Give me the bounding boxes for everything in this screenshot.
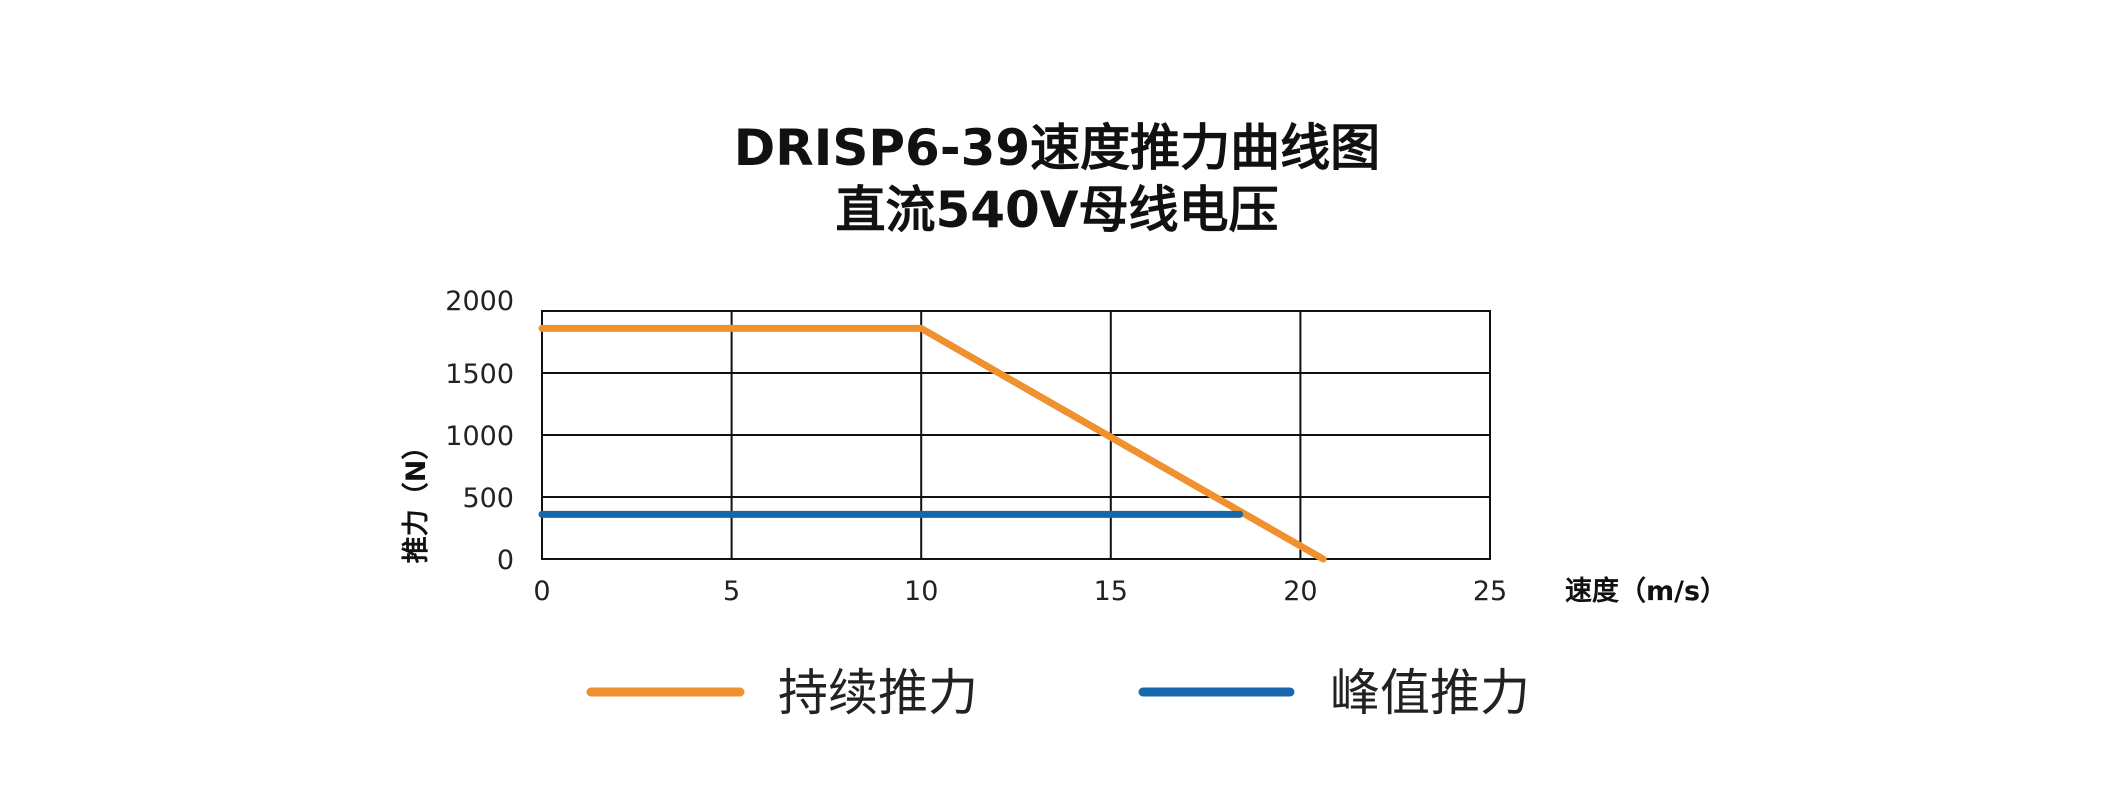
x-axis-label: 速度（m/s） <box>1565 575 1727 607</box>
y-tick-label: 2000 <box>445 286 514 317</box>
plot-frame <box>541 310 1491 560</box>
chart-title: DRISP6-39速度推力曲线图 <box>734 119 1380 177</box>
legend-label: 峰值推力 <box>1330 664 1530 722</box>
y-tick-label: 500 <box>462 483 514 514</box>
x-axis-ticks: 0 5 10 15 20 25 <box>533 576 1507 607</box>
x-tick-label: 5 <box>723 576 740 607</box>
x-tick-label: 20 <box>1283 576 1317 607</box>
y-axis-label: 推力（N） <box>401 433 432 564</box>
x-tick-label: 0 <box>533 576 550 607</box>
y-axis-ticks: 0 500 1000 1500 2000 <box>445 286 514 576</box>
series-layer <box>538 324 1327 563</box>
series-line <box>538 324 1327 563</box>
x-tick-label: 10 <box>904 576 938 607</box>
legend: 持续推力 峰值推力 <box>586 664 1530 722</box>
legend-label: 持续推力 <box>778 664 978 722</box>
y-tick-label: 1500 <box>445 359 514 390</box>
y-tick-label: 1000 <box>445 421 514 452</box>
x-tick-label: 25 <box>1473 576 1507 607</box>
y-tick-label: 0 <box>497 545 514 576</box>
chart-subtitle: 直流540V母线电压 <box>835 181 1278 239</box>
x-tick-label: 15 <box>1094 576 1128 607</box>
grid <box>541 310 1491 560</box>
